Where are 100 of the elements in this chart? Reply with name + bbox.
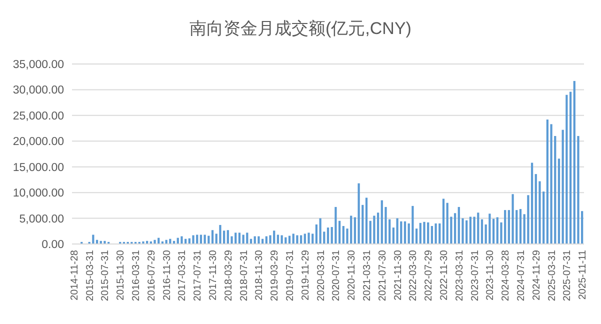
- x-tick-label: 2019-03-29: [270, 250, 281, 302]
- bar: [546, 120, 548, 244]
- x-tick-label: 2015-07-31: [100, 250, 112, 302]
- bar: [242, 234, 244, 244]
- x-tick-label: 2018-07-31: [238, 250, 250, 302]
- bar: [104, 240, 106, 244]
- bar: [504, 210, 506, 244]
- bar: [519, 209, 522, 244]
- bar: [442, 198, 445, 244]
- bar: [473, 216, 476, 244]
- x-tick-label: 2021-03-31: [362, 250, 373, 302]
- y-tick-label: 5,000.00: [19, 213, 64, 226]
- x-tick-label: 2024-03-28: [500, 250, 512, 302]
- x-tick-label: 2017-03-31: [177, 250, 188, 302]
- x-tick-label: 2024-07-31: [516, 250, 527, 302]
- y-tick-label: 25,000.00: [12, 110, 64, 122]
- bar: [238, 232, 241, 244]
- bar: [419, 222, 422, 244]
- x-tick-label: 2023-07-31: [470, 250, 481, 302]
- x-tick-label: 2016-07-29: [146, 250, 158, 302]
- bar: [276, 234, 280, 244]
- bar: [350, 216, 352, 244]
- bar: [404, 221, 406, 244]
- bar: [308, 232, 310, 244]
- bar: [312, 234, 314, 244]
- bar: [496, 217, 498, 244]
- x-tick-label: 2015-11-30: [116, 250, 127, 300]
- bar: [296, 235, 298, 244]
- x-tick-label: 2022-11-30: [438, 250, 450, 300]
- x-tick-label: 2018-03-29: [223, 250, 234, 302]
- bar: [154, 240, 156, 244]
- bar: [527, 195, 530, 244]
- bar: [334, 206, 337, 244]
- x-tick-label: 2021-07-30: [377, 250, 388, 302]
- bar: [326, 228, 330, 244]
- bar: [365, 198, 368, 244]
- bar: [192, 235, 194, 244]
- bar: [292, 234, 294, 244]
- x-tick-label: 2023-11-30: [485, 250, 496, 300]
- chart-title: 南向资金月成交额(亿元,CNY): [190, 19, 412, 38]
- bar: [488, 214, 491, 244]
- bar: [427, 222, 430, 244]
- bar: [530, 162, 534, 244]
- bar: [234, 232, 237, 244]
- bar: [396, 218, 398, 244]
- bar: [512, 194, 514, 244]
- bar: [319, 218, 322, 244]
- bar: [196, 234, 198, 244]
- bar: [226, 230, 229, 244]
- x-tick-label: 2017-11-30: [208, 250, 220, 300]
- bar: [534, 174, 537, 244]
- bar: [246, 232, 248, 244]
- bar: [204, 234, 206, 244]
- bar: [569, 92, 572, 244]
- x-tick-label: 2019-07-31: [285, 250, 296, 302]
- x-tick-label: 2019-11-29: [300, 250, 312, 300]
- bar: [434, 223, 437, 244]
- bar: [273, 230, 276, 244]
- y-tick-label: 15,000.00: [12, 162, 64, 174]
- bar: [142, 241, 144, 244]
- bar: [380, 200, 383, 244]
- bar: [480, 219, 484, 244]
- bar: [280, 235, 283, 244]
- x-tick-label: 2025-03-31: [546, 250, 558, 302]
- bar: [342, 226, 344, 244]
- x-tick-label: 2024-11-29: [531, 250, 542, 300]
- bar: [566, 94, 568, 244]
- x-tick-label: 2018-11-30: [254, 250, 266, 300]
- x-tick-label: 2022-03-30: [408, 250, 420, 302]
- x-tick-label: 2014-11-28: [69, 250, 80, 300]
- y-tick-label: 35,000.00: [12, 59, 64, 71]
- bar: [469, 216, 472, 244]
- y-tick-label: 0.00: [42, 239, 64, 251]
- x-tick-label: 2016-11-30: [162, 250, 173, 300]
- x-tick-label: 2020-07-31: [331, 250, 342, 302]
- y-tick-label: 10,000.00: [12, 188, 64, 200]
- bar: [412, 206, 414, 244]
- bar: [400, 221, 402, 244]
- bar: [573, 80, 576, 244]
- x-tick-label: 2016-03-31: [131, 250, 142, 302]
- bar: [430, 226, 433, 244]
- bar: [92, 234, 94, 244]
- bar: [258, 236, 260, 244]
- x-tick-label: 2022-07-29: [424, 250, 435, 302]
- x-tick-label: 2023-03-31: [454, 250, 466, 302]
- x-tick-label: 2025-11-11: [578, 250, 589, 300]
- x-tick-label: 2017-07-31: [192, 250, 204, 302]
- bar: [219, 224, 222, 244]
- bar: [373, 216, 376, 244]
- bar: [558, 158, 560, 244]
- bar: [492, 218, 495, 244]
- bar: [454, 213, 456, 244]
- bar: [200, 234, 202, 244]
- x-tick-label: 2025-07-31: [562, 250, 574, 302]
- y-tick-label: 20,000.00: [12, 136, 64, 148]
- bar: [358, 183, 360, 244]
- bar: [446, 202, 448, 244]
- bar: [211, 230, 214, 244]
- bar: [376, 212, 380, 244]
- x-tick-label: 2020-03-31: [316, 250, 327, 302]
